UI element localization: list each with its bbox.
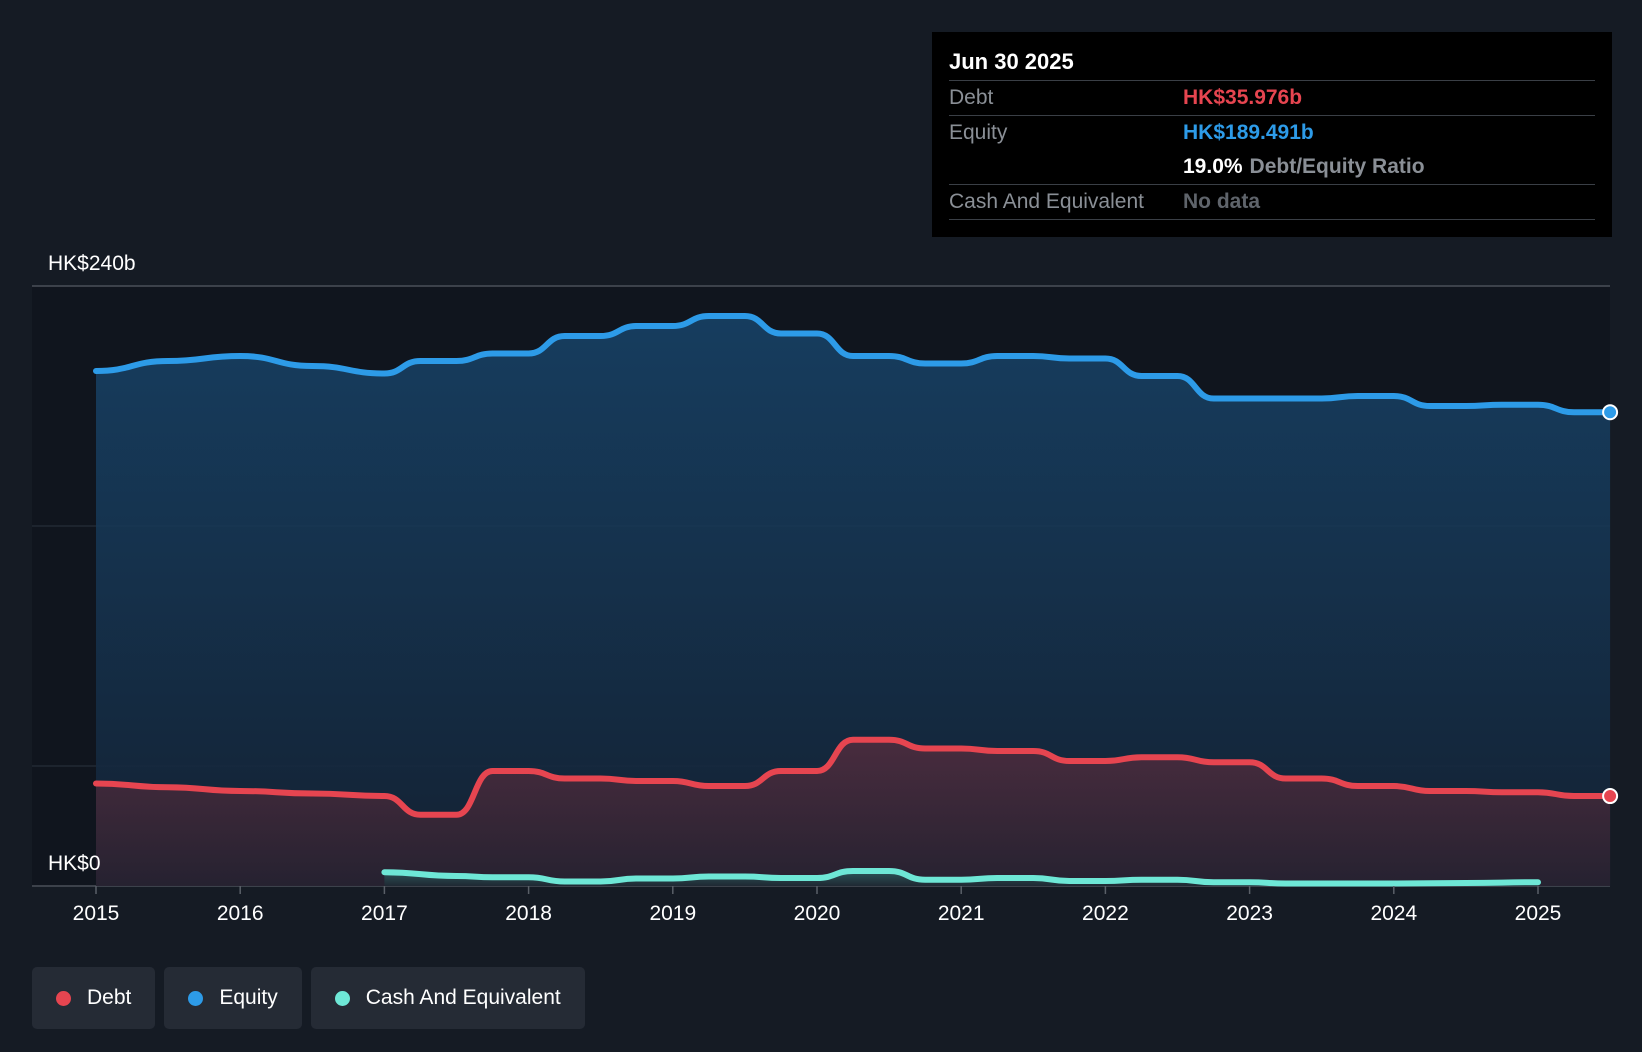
legend-label-debt: Debt	[87, 986, 132, 1009]
tooltip-cash-label: Cash And Equivalent	[949, 190, 1144, 213]
debt-dot-icon	[56, 990, 71, 1006]
x-tick-label: 2024	[1370, 902, 1417, 925]
equity-line	[93, 313, 1614, 416]
tooltip-cash-value: No data	[1183, 190, 1261, 213]
x-axis-ticks: 2015 2016 2017 2018 2019 2020 2021 2022 2023 2024…	[73, 886, 1562, 925]
x-tick-label: 2015	[73, 902, 120, 925]
x-tick-label: 2023	[1226, 902, 1273, 925]
x-tick-label: 2018	[505, 902, 552, 925]
x-tick-label: 2016	[217, 902, 264, 925]
tooltip-row-debt: Debt HK$35.976b	[949, 81, 1595, 116]
tooltip-ratio-value: 19.0%	[1183, 155, 1243, 178]
x-tick-label: 2025	[1515, 902, 1562, 925]
equity-area	[96, 316, 1611, 886]
tooltip-date: Jun 30 2025	[949, 44, 1595, 81]
chart-legend: Debt Equity Cash And Equivalent	[32, 967, 585, 1029]
debt-line	[93, 736, 1614, 818]
tooltip-row-cash: Cash And Equivalent No data	[949, 185, 1595, 220]
data-tooltip: Jun 30 2025 Debt HK$35.976b Equity HK$18…	[932, 32, 1612, 237]
x-tick-label: 2019	[649, 902, 696, 925]
tooltip-row-equity: Equity HK$189.491b	[949, 116, 1595, 150]
debt-end-marker	[1602, 788, 1619, 805]
equity-end-marker	[1602, 404, 1619, 421]
cash-dot-icon	[334, 990, 350, 1006]
debt-area	[96, 739, 1611, 886]
series-areas	[96, 316, 1611, 886]
tooltip-row-ratio: 19.0% Debt/Equity Ratio	[949, 150, 1595, 185]
tooltip-debt-value: HK$35.976b	[1183, 86, 1303, 109]
legend-item-equity[interactable]: Equity	[164, 967, 302, 1029]
legend-item-cash[interactable]: Cash And Equivalent	[310, 967, 585, 1029]
legend-label-equity: Equity	[219, 986, 278, 1009]
x-tick-label: 2017	[361, 902, 408, 925]
tooltip-equity-label: Equity	[949, 121, 1008, 144]
legend-item-debt[interactable]: Debt	[32, 967, 156, 1029]
cash-line	[381, 868, 1541, 887]
x-tick-label: 2022	[1082, 902, 1129, 925]
tooltip-ratio-label: Debt/Equity Ratio	[1249, 155, 1425, 178]
x-tick-label: 2021	[938, 902, 985, 925]
series-lines	[93, 313, 1619, 887]
y-axis-bottom-label: HK$0	[48, 852, 101, 875]
y-axis-top-label: HK$240b	[48, 252, 136, 275]
tooltip-debt-label: Debt	[949, 86, 994, 109]
equity-dot-icon	[188, 990, 204, 1006]
x-tick-label: 2020	[794, 902, 841, 925]
tooltip-equity-value: HK$189.491b	[1183, 121, 1314, 144]
legend-label-cash: Cash And Equivalent	[365, 986, 561, 1009]
